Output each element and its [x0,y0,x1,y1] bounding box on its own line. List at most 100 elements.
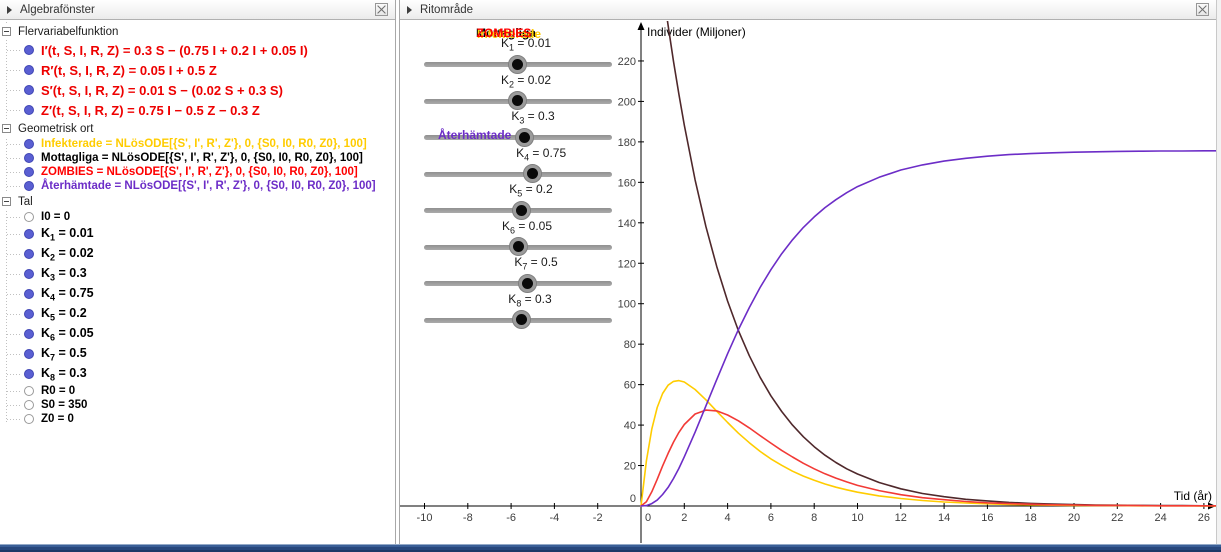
close-icon[interactable] [375,3,388,16]
slider-thumb-core [518,131,530,143]
visibility-marble-icon[interactable] [24,249,34,259]
algebra-item-text: R′(t, S, I, R, Z) = 0.05 I + 0.5 Z [41,62,217,78]
algebra-item[interactable]: K5 = 0.2 [0,304,395,324]
algebra-item[interactable]: K6 = 0.05 [0,324,395,344]
section-header: Tal [0,193,395,210]
plot-canvas[interactable]: -10 -8 -6 -4 -2 0 2 4 6 8 10 12 14 16 18 20 22 24 26020406… [400,21,1217,544]
visibility-marble-icon[interactable] [24,349,34,359]
algebra-item-text: S0 = 350 [41,399,88,411]
slider-label: K7 = 0.5 [514,255,558,272]
slider-thumb[interactable] [511,310,531,329]
curve-Återhämtade[interactable] [640,150,1217,507]
algebra-item[interactable]: ZOMBIES = NLösODE[{S', I', R', Z'}, 0, {… [0,165,395,179]
slider-thumb[interactable] [517,273,537,293]
algebra-item-text: K6 = 0.05 [41,325,94,343]
visibility-marble-icon[interactable] [24,229,34,239]
visibility-marble-icon[interactable] [24,181,34,191]
algebra-item[interactable]: Återhämtade = NLösODE[{S', I', R', Z'}, … [0,179,395,193]
y-tick-label: 40 [624,420,636,432]
visibility-marble-icon[interactable] [24,386,34,396]
visibility-marble-icon[interactable] [24,369,34,379]
algebra-item-text: K5 = 0.2 [41,305,87,323]
visibility-marble-icon[interactable] [24,309,34,319]
algebra-item-text: K1 = 0.01 [41,225,94,243]
close-icon[interactable] [1196,3,1209,16]
algebra-item[interactable]: S′(t, S, I, R, Z) = 0.01 S − (0.02 S + 0… [0,80,395,100]
slider-thumb[interactable] [514,127,534,147]
slider-thumb[interactable] [512,200,532,220]
algebra-item[interactable]: S0 = 350 [0,398,395,412]
algebra-item-text: Mottagliga = NLösODE[{S', I', R', Z'}, 0… [41,152,363,164]
x-tick-label: -10 [417,512,433,524]
algebra-item[interactable]: K4 = 0.75 [0,284,395,304]
slider-thumb[interactable] [507,91,527,110]
visibility-marble-icon[interactable] [24,329,34,339]
x-tick-label: 16 [981,512,993,524]
algebra-item[interactable]: Infekterade = NLösODE[{S', I', R', Z'}, … [0,137,395,151]
algebra-item-text: K2 = 0.02 [41,245,94,263]
x-tick-label: 6 [768,512,774,524]
curve-ZOMBIES[interactable] [640,409,1217,507]
y-tick-label: 120 [618,258,636,270]
algebra-item[interactable]: Mottagliga = NLösODE[{S', I', R', Z'}, 0… [0,151,395,165]
visibility-marble-icon[interactable] [24,139,34,149]
x-tick-label: 18 [1025,512,1037,524]
slider-thumb[interactable] [522,164,542,183]
algebra-item-text: R0 = 0 [41,385,76,397]
algebra-item[interactable]: I0 = 0 [0,210,395,224]
panel-title: Ritområde [420,3,474,16]
slider-track[interactable] [424,171,612,177]
visibility-marble-icon[interactable] [24,212,34,222]
algebra-window-panel: Algebrafönster Flervariabelfunktion I′(t,… [0,0,396,544]
algebra-item[interactable]: K7 = 0.5 [0,344,395,364]
algebra-item[interactable]: I′(t, S, I, R, Z) = 0.3 S − (0.75 I + 0.… [0,40,395,60]
visibility-marble-icon[interactable] [24,269,34,279]
curve-label[interactable]: ZOMBIES [476,26,532,40]
curve-label[interactable]: Återhämtade [438,128,512,142]
algebra-item[interactable]: K1 = 0.01 [0,224,395,244]
curve-label[interactable]: Mottagliga [476,26,536,40]
x-tick-label: 2 [681,512,687,524]
slider-thumb[interactable] [507,54,527,74]
visibility-marble-icon[interactable] [24,65,34,75]
algebra-item[interactable]: K3 = 0.3 [0,264,395,284]
algebra-window-header[interactable]: Algebrafönster [0,0,395,20]
graphics-view-header[interactable]: Ritområde [400,0,1216,20]
collapse-minus-icon[interactable] [2,197,11,206]
window-bottom-bar [0,544,1221,552]
algebra-item[interactable]: R′(t, S, I, R, Z) = 0.05 I + 0.5 Z [0,60,395,80]
x-tick-label: 20 [1068,512,1080,524]
y-tick-label: 220 [618,56,636,68]
algebra-item[interactable]: K8 = 0.3 [0,364,395,384]
section-label: Flervariabelfunktion [18,25,119,38]
collapse-minus-icon[interactable] [2,124,11,133]
visibility-marble-icon[interactable] [24,414,34,424]
algebra-item[interactable]: K2 = 0.02 [0,244,395,264]
algebra-item[interactable]: R0 = 0 [0,384,395,398]
y-tick-label: 200 [618,96,636,108]
graphics-view[interactable]: -10 -8 -6 -4 -2 0 2 4 6 8 10 12 14 16 18 20 22 24 26 0 20 40 6… [400,21,1217,544]
x-axis-title: Tid (år) [1174,489,1212,503]
section-header: Geometrisk ort [0,120,395,137]
x-tick-label: -4 [550,512,560,524]
x-tick-label: -2 [593,512,603,524]
visibility-marble-icon[interactable] [24,153,34,163]
visibility-marble-icon[interactable] [24,105,34,115]
algebra-item-text: K7 = 0.5 [41,345,87,363]
visibility-marble-icon[interactable] [24,167,34,177]
visibility-marble-icon[interactable] [24,45,34,55]
slider-thumb[interactable] [508,237,528,256]
y-axis-title: Individer (Miljoner) [647,25,746,39]
visibility-marble-icon[interactable] [24,85,34,95]
visibility-marble-icon[interactable] [24,289,34,299]
visibility-marble-icon[interactable] [24,400,34,410]
algebra-item[interactable]: Z0 = 0 [0,412,395,426]
window-right-edge [1216,0,1221,544]
slider-thumb-core [511,95,523,106]
algebra-item[interactable]: Z′(t, S, I, R, Z) = 0.75 I − 0.5 Z − 0.3… [0,100,395,120]
panel-collapse-triangle-icon[interactable] [407,5,412,14]
x-tick-label: 24 [1154,512,1166,524]
curve-label[interactable]: Infekterade [476,27,542,41]
panel-collapse-triangle-icon[interactable] [7,5,12,14]
collapse-minus-icon[interactable] [2,27,11,36]
